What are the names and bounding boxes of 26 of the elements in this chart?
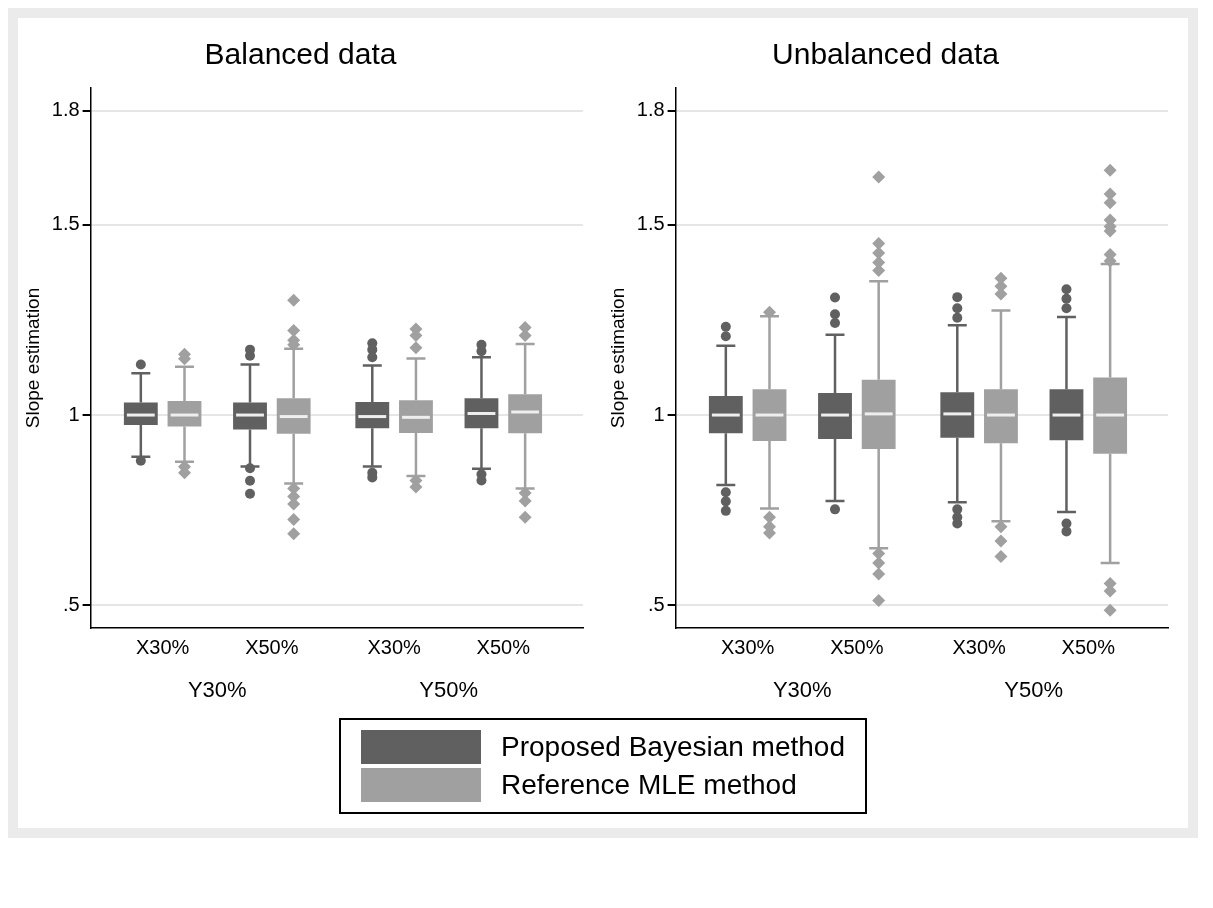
text: Y30% — [187, 677, 247, 703]
x-tick-label: X50% — [830, 635, 884, 658]
chart-title: Unbalanced data — [772, 37, 1000, 71]
y-tick-label: 1.8 — [51, 98, 80, 121]
y-tick-label: 1.5 — [51, 212, 80, 235]
y-tick-label: 1 — [68, 402, 80, 425]
chart-title: Balanced data — [204, 37, 397, 71]
x-tick-label: X50% — [1061, 635, 1116, 658]
x-tick-label: X30% — [367, 635, 422, 658]
x-tick-label: X30% — [952, 635, 1007, 658]
y-axis-title: Slope estimation — [21, 287, 43, 429]
x-tick-label: X50% — [476, 635, 531, 658]
text: Y50% — [1004, 677, 1064, 703]
y-tick-label: .5 — [647, 592, 665, 615]
text: Y50% — [419, 677, 479, 703]
y-tick-label: 1.8 — [636, 98, 665, 121]
y-tick-label: 1 — [653, 402, 665, 425]
x-tick-label: X30% — [720, 635, 775, 658]
x-tick-label: X50% — [245, 635, 299, 658]
x-tick-label: X30% — [135, 635, 190, 658]
y-tick-label: .5 — [62, 592, 80, 615]
legend-label: Reference MLE method — [501, 769, 797, 801]
text: Y30% — [772, 677, 832, 703]
y-axis-title: Slope estimation — [606, 287, 628, 429]
y-tick-label: 1.5 — [636, 212, 665, 235]
legend-label: Proposed Bayesian method — [501, 731, 845, 763]
